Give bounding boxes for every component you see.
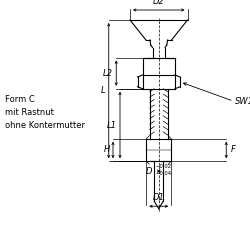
Text: mit Rastnut: mit Rastnut: [5, 108, 54, 117]
Text: D1: D1: [153, 194, 165, 202]
Text: SW1: SW1: [235, 97, 250, 106]
Text: D: D: [146, 167, 153, 176]
Text: L2: L2: [103, 68, 113, 78]
Text: Form C: Form C: [5, 96, 35, 104]
Text: L1: L1: [107, 120, 117, 130]
Text: ohne Kontermutter: ohne Kontermutter: [5, 120, 85, 130]
Text: F: F: [231, 146, 235, 154]
Text: H: H: [104, 146, 110, 154]
Text: −0.04: −0.04: [156, 171, 172, 176]
Text: −0.02: −0.02: [156, 164, 172, 169]
Text: D2: D2: [153, 0, 165, 6]
Text: L: L: [100, 86, 105, 95]
